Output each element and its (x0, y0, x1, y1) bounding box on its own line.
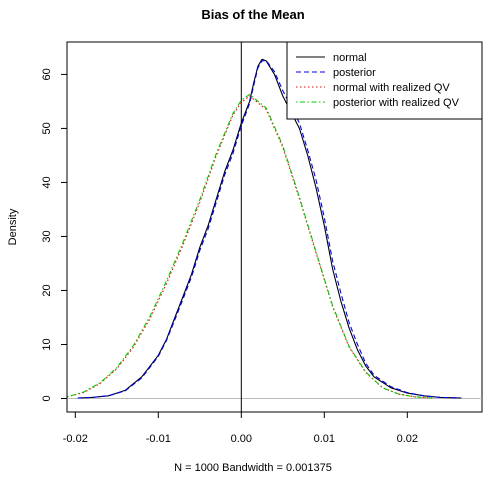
legend-label-3: posterior with realized QV (333, 97, 460, 109)
y-axis: 0 10 20 30 40 50 60 (41, 68, 68, 402)
x-axis: -0.02 -0.01 0.00 0.01 0.02 (63, 411, 418, 445)
legend-label-1: posterior (333, 67, 376, 79)
y-tick-label: 60 (41, 68, 53, 80)
x-tick-label: 0.02 (397, 433, 418, 445)
y-tick-label: 40 (41, 176, 53, 188)
y-tick-label: 0 (41, 395, 53, 401)
series-line-3 (66, 93, 433, 399)
legend-label-0: normal (333, 52, 367, 64)
x-axis-label: N = 1000 Bandwidth = 0.001375 (174, 462, 332, 474)
x-tick-label: 0.01 (314, 433, 335, 445)
y-tick-label: 20 (41, 284, 53, 296)
legend: normal posterior normal with realized QV po… (286, 41, 483, 120)
legend-box (286, 41, 483, 120)
legend-label-2: normal with realized QV (333, 82, 450, 94)
y-tick-label: 30 (41, 230, 53, 242)
x-tick-label: 0.00 (231, 433, 252, 445)
chart-title: Bias of the Mean (201, 7, 304, 22)
y-tick-label: 50 (41, 122, 53, 134)
x-tick-label: -0.01 (146, 433, 171, 445)
x-tick-label: -0.02 (63, 433, 88, 445)
series-line-2 (66, 95, 433, 399)
series-line-1 (77, 59, 462, 399)
y-tick-label: 10 (41, 338, 53, 350)
y-axis-label: Density (7, 208, 19, 245)
